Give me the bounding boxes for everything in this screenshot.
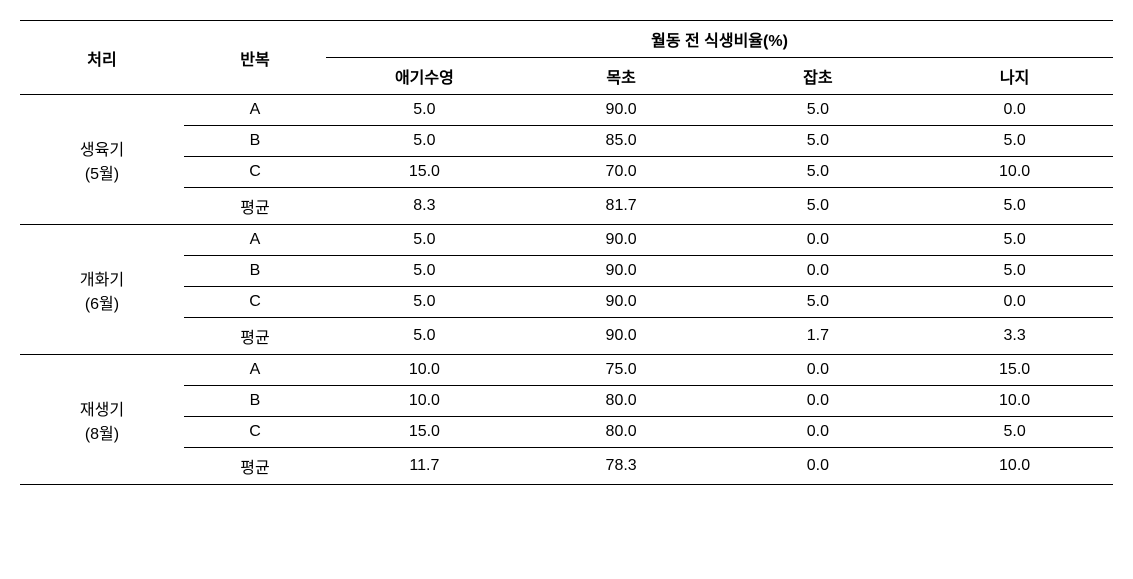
table-row: C15.080.00.05.0 xyxy=(20,417,1113,448)
table-row: 개화기(6월)A5.090.00.05.0 xyxy=(20,225,1113,256)
header-sub-2: 잡초 xyxy=(719,58,916,95)
table-header: 처리 반복 월동 전 식생비율(%) 애기수영 목초 잡초 나지 xyxy=(20,21,1113,95)
treatment-title-line2: (8월) xyxy=(28,420,176,444)
data-cell: 0.0 xyxy=(719,386,916,417)
data-cell: 5.0 xyxy=(326,256,523,287)
data-cell: 10.0 xyxy=(326,386,523,417)
treatment-title-line1: 재생기 xyxy=(28,396,176,420)
table-row: 평균5.090.01.73.3 xyxy=(20,318,1113,355)
data-cell: 5.0 xyxy=(916,256,1113,287)
data-cell: 70.0 xyxy=(523,157,720,188)
data-cell: 0.0 xyxy=(719,256,916,287)
data-cell: 90.0 xyxy=(523,225,720,256)
table-row: 평균11.778.30.010.0 xyxy=(20,448,1113,485)
data-cell: 90.0 xyxy=(523,256,720,287)
data-cell: 5.0 xyxy=(719,95,916,126)
data-cell: 10.0 xyxy=(916,448,1113,485)
data-cell: 0.0 xyxy=(916,287,1113,318)
replication-cell: B xyxy=(184,256,326,287)
data-cell: 5.0 xyxy=(916,225,1113,256)
data-cell: 5.0 xyxy=(326,126,523,157)
data-cell: 75.0 xyxy=(523,355,720,386)
replication-cell: 평균 xyxy=(184,448,326,485)
table-row: B10.080.00.010.0 xyxy=(20,386,1113,417)
data-cell: 10.0 xyxy=(916,157,1113,188)
header-sub-0: 애기수영 xyxy=(326,58,523,95)
table-row: B5.085.05.05.0 xyxy=(20,126,1113,157)
replication-cell: A xyxy=(184,95,326,126)
treatment-cell: 재생기(8월) xyxy=(20,355,184,485)
table-row: 생육기(5월)A5.090.05.00.0 xyxy=(20,95,1113,126)
data-cell: 8.3 xyxy=(326,188,523,225)
data-cell: 5.0 xyxy=(719,188,916,225)
table-body: 생육기(5월)A5.090.05.00.0B5.085.05.05.0C15.0… xyxy=(20,95,1113,485)
table-row: C15.070.05.010.0 xyxy=(20,157,1113,188)
table-row: 평균8.381.75.05.0 xyxy=(20,188,1113,225)
replication-cell: C xyxy=(184,287,326,318)
data-cell: 81.7 xyxy=(523,188,720,225)
data-cell: 78.3 xyxy=(523,448,720,485)
treatment-cell: 생육기(5월) xyxy=(20,95,184,225)
header-sub-1: 목초 xyxy=(523,58,720,95)
data-cell: 5.0 xyxy=(719,157,916,188)
data-cell: 90.0 xyxy=(523,95,720,126)
table-row: B5.090.00.05.0 xyxy=(20,256,1113,287)
data-cell: 1.7 xyxy=(719,318,916,355)
replication-cell: B xyxy=(184,126,326,157)
data-cell: 5.0 xyxy=(326,287,523,318)
data-cell: 80.0 xyxy=(523,386,720,417)
data-cell: 0.0 xyxy=(719,355,916,386)
data-cell: 5.0 xyxy=(719,126,916,157)
table-row: 재생기(8월)A10.075.00.015.0 xyxy=(20,355,1113,386)
replication-cell: C xyxy=(184,417,326,448)
replication-cell: A xyxy=(184,355,326,386)
table-row: C5.090.05.00.0 xyxy=(20,287,1113,318)
data-cell: 90.0 xyxy=(523,318,720,355)
header-replication: 반복 xyxy=(184,21,326,95)
data-cell: 5.0 xyxy=(916,417,1113,448)
data-cell: 10.0 xyxy=(916,386,1113,417)
data-cell: 10.0 xyxy=(326,355,523,386)
data-cell: 90.0 xyxy=(523,287,720,318)
header-sub-3: 나지 xyxy=(916,58,1113,95)
data-cell: 0.0 xyxy=(719,225,916,256)
treatment-title-line1: 개화기 xyxy=(28,266,176,290)
replication-cell: C xyxy=(184,157,326,188)
data-cell: 0.0 xyxy=(719,417,916,448)
data-cell: 15.0 xyxy=(326,417,523,448)
replication-cell: A xyxy=(184,225,326,256)
data-cell: 85.0 xyxy=(523,126,720,157)
data-cell: 15.0 xyxy=(326,157,523,188)
data-cell: 15.0 xyxy=(916,355,1113,386)
replication-cell: B xyxy=(184,386,326,417)
data-cell: 0.0 xyxy=(916,95,1113,126)
data-cell: 80.0 xyxy=(523,417,720,448)
data-cell: 5.0 xyxy=(916,188,1113,225)
vegetation-table: 처리 반복 월동 전 식생비율(%) 애기수영 목초 잡초 나지 생육기(5월)… xyxy=(20,20,1113,485)
treatment-title-line1: 생육기 xyxy=(28,136,176,160)
data-cell: 5.0 xyxy=(326,225,523,256)
data-cell: 11.7 xyxy=(326,448,523,485)
header-treatment: 처리 xyxy=(20,21,184,95)
treatment-title-line2: (5월) xyxy=(28,160,176,184)
replication-cell: 평균 xyxy=(184,318,326,355)
replication-cell: 평균 xyxy=(184,188,326,225)
treatment-cell: 개화기(6월) xyxy=(20,225,184,355)
header-group: 월동 전 식생비율(%) xyxy=(326,21,1113,58)
data-cell: 3.3 xyxy=(916,318,1113,355)
data-cell: 0.0 xyxy=(719,448,916,485)
treatment-title-line2: (6월) xyxy=(28,290,176,314)
data-cell: 5.0 xyxy=(916,126,1113,157)
vegetation-table-container: 처리 반복 월동 전 식생비율(%) 애기수영 목초 잡초 나지 생육기(5월)… xyxy=(20,20,1113,485)
data-cell: 5.0 xyxy=(326,95,523,126)
data-cell: 5.0 xyxy=(719,287,916,318)
data-cell: 5.0 xyxy=(326,318,523,355)
